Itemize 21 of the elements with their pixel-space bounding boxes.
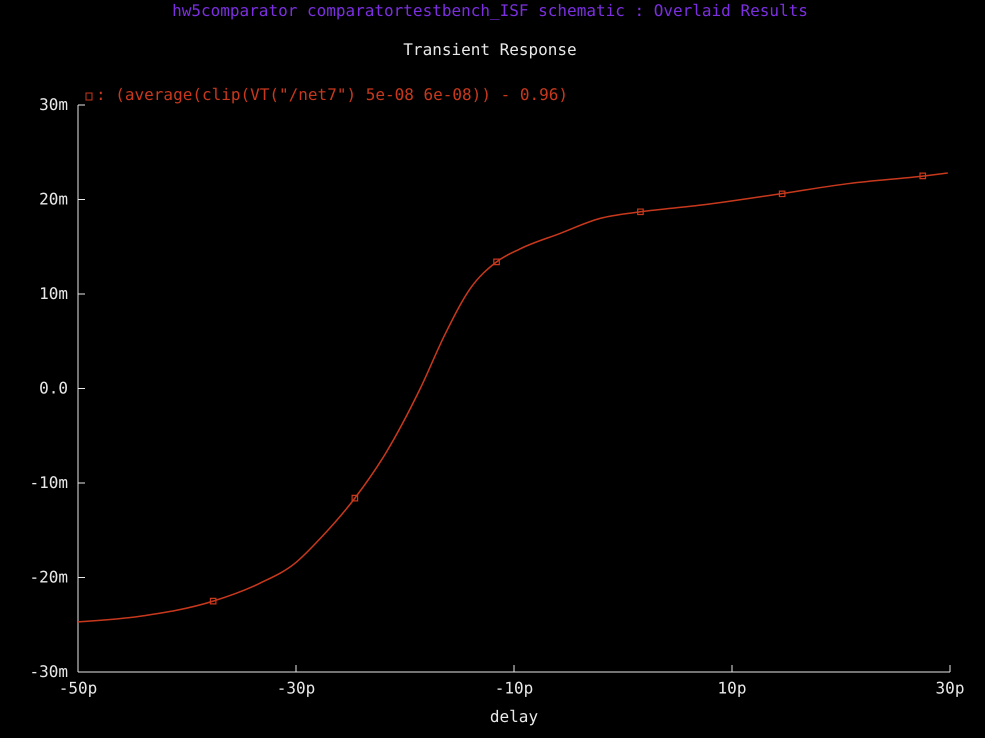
- y-tick-label: -20m: [29, 568, 68, 587]
- point: [919, 172, 926, 180]
- point: [637, 208, 644, 216]
- chart-title: Transient Response: [403, 40, 577, 59]
- point: [493, 258, 500, 266]
- x-tick-label: -30p: [276, 678, 316, 698]
- legend-label: : (average(clip(VT("/net7") 5e-08 6e-08)) - 0.96): [96, 85, 568, 104]
- line-series: [77, 172, 949, 623]
- y-tick-label: -10m: [29, 473, 68, 492]
- y-tick-label: 30m: [39, 95, 68, 114]
- point: [352, 494, 358, 502]
- y-tick-label: 0.0: [39, 378, 68, 398]
- chart-subtitle: hw5comparator comparatortestbench_ISF schematic : Overlaid Results: [172, 1, 808, 20]
- y-tick-label: 20m: [39, 190, 68, 209]
- y-tick-label: 10m: [39, 284, 68, 304]
- point: [210, 598, 216, 604]
- x-tick-label: 30p: [936, 678, 964, 698]
- point: [778, 190, 786, 198]
- x-tick-label: 10p: [718, 678, 746, 698]
- x-axis-title: delay: [490, 707, 538, 726]
- x-tick-label: -10p: [494, 678, 534, 698]
